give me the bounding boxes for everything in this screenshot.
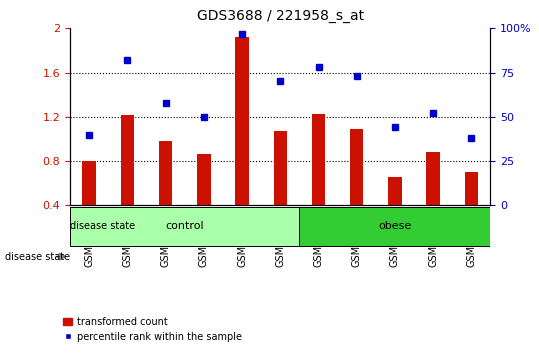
Text: disease state: disease state	[5, 252, 71, 262]
Bar	[350, 129, 363, 205]
Bar	[465, 172, 478, 205]
Bar	[299, 207, 490, 246]
Legend: transformed count, percentile rank within the sample: transformed count, percentile rank withi…	[59, 313, 246, 346]
Bar	[236, 37, 249, 205]
Bar	[312, 114, 325, 205]
Bar	[159, 141, 172, 205]
Text: obese: obese	[378, 221, 412, 231]
Bar	[70, 207, 299, 246]
Text: disease state: disease state	[70, 221, 135, 231]
Bar	[274, 131, 287, 205]
Bar	[426, 152, 440, 205]
Bar	[121, 115, 134, 205]
Bar	[82, 161, 96, 205]
Bar	[388, 177, 402, 205]
Bar	[197, 154, 211, 205]
Title: GDS3688 / 221958_s_at: GDS3688 / 221958_s_at	[197, 9, 364, 23]
Text: control: control	[165, 221, 204, 231]
